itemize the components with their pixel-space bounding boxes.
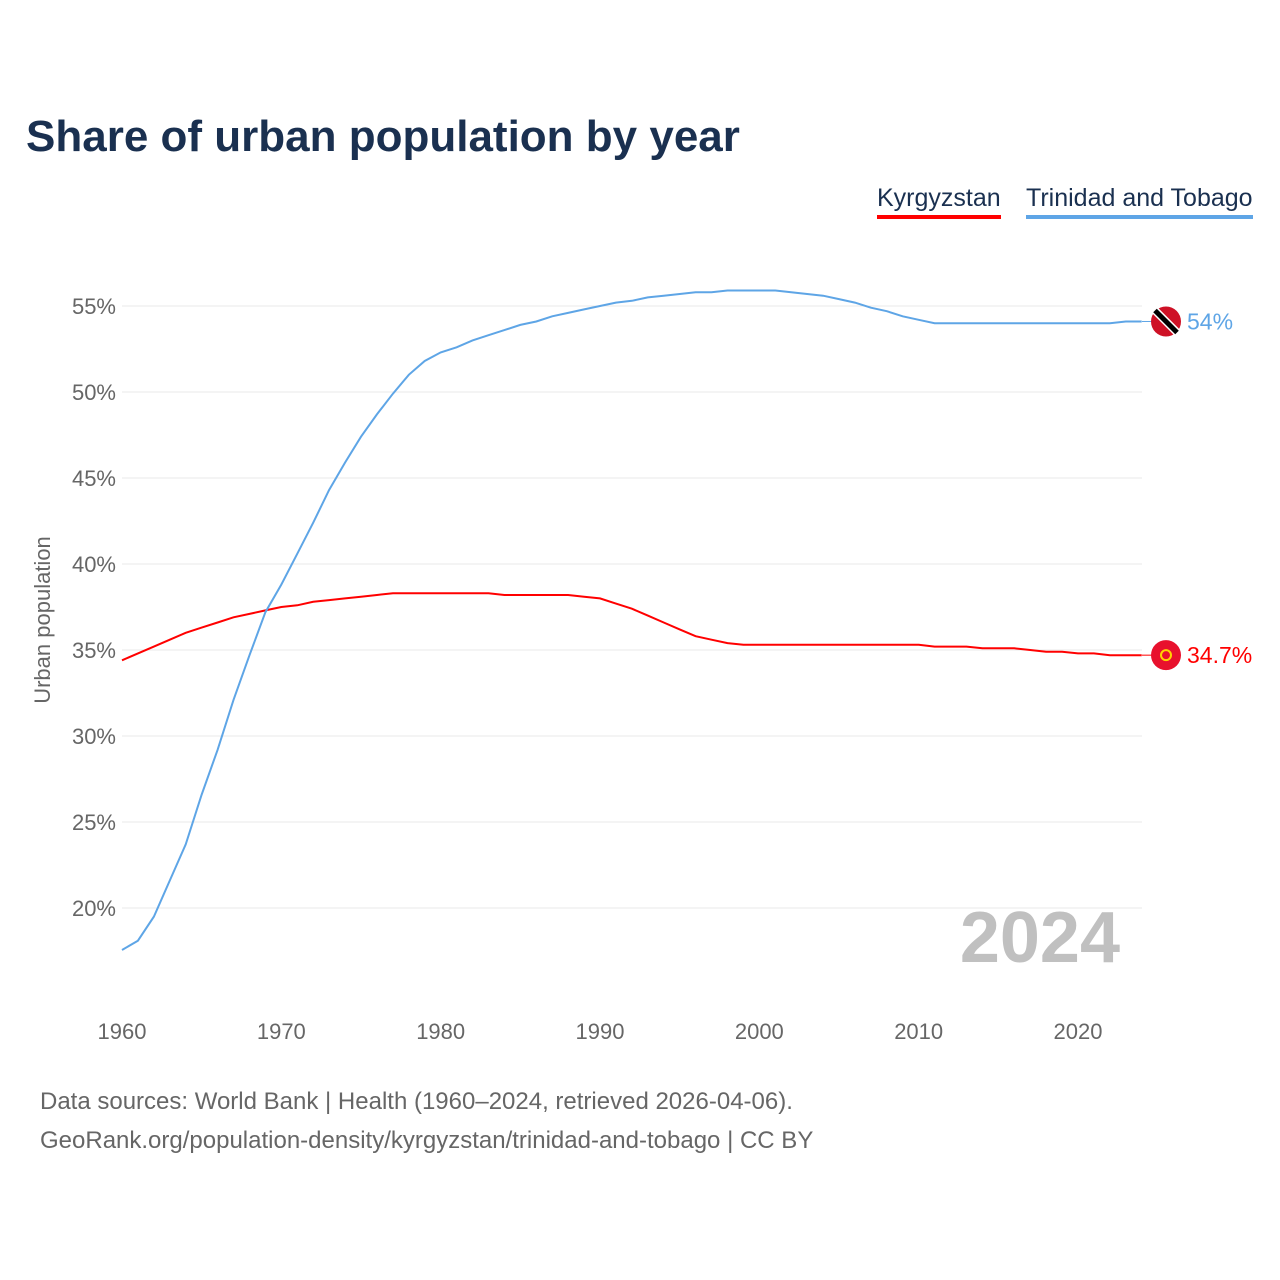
- y-tick-label: 45%: [72, 466, 116, 491]
- x-tick-label: 1970: [257, 1019, 306, 1044]
- y-tick-label: 35%: [72, 638, 116, 663]
- series-line-trinidad-and-tobago: [121, 289, 1142, 951]
- x-tick-label: 1980: [416, 1019, 465, 1044]
- x-tick-label: 2020: [1054, 1019, 1103, 1044]
- y-tick-label: 40%: [72, 552, 116, 577]
- x-tick-label: 1960: [98, 1019, 147, 1044]
- x-tick-label: 2000: [735, 1019, 784, 1044]
- end-value-label: 54%: [1187, 308, 1233, 334]
- end-value-label: 34.7%: [1187, 642, 1252, 668]
- series-line-kyrgyzstan: [121, 592, 1142, 662]
- legend-kyrgyzstan[interactable]: Kyrgyzstan: [877, 184, 1001, 219]
- kyrgyzstan-flag-icon: [1151, 640, 1181, 671]
- footer-url[interactable]: GeoRank.org/population-density/kyrgyzsta…: [40, 1127, 814, 1154]
- y-tick-label: 20%: [72, 896, 116, 921]
- x-tick-label: 2010: [894, 1019, 943, 1044]
- y-axis-label: Urban population: [30, 536, 55, 704]
- flag-stripe-black: [1153, 308, 1179, 335]
- legend-trinidad-and-tobago[interactable]: Trinidad and Tobago: [1026, 184, 1253, 219]
- chart-title: Share of urban population by year: [26, 112, 740, 161]
- y-tick-label: 55%: [72, 294, 116, 319]
- footer-sources: Data sources: World Bank | Health (1960–…: [40, 1088, 793, 1115]
- y-tick-label: 25%: [72, 810, 116, 835]
- y-tick-label: 50%: [72, 380, 116, 405]
- flag-sun: [1160, 649, 1172, 662]
- year-watermark: 2024: [960, 898, 1120, 978]
- x-tick-label: 1990: [576, 1019, 625, 1044]
- y-tick-label: 30%: [72, 724, 116, 749]
